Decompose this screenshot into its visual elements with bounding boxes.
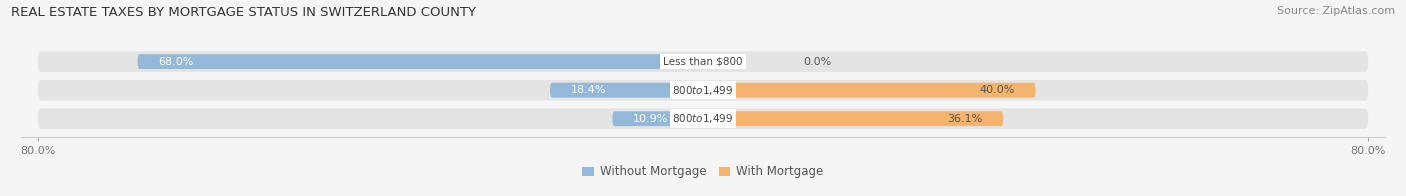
Text: 0.0%: 0.0% [803, 57, 831, 67]
Text: Less than $800: Less than $800 [664, 57, 742, 67]
FancyBboxPatch shape [703, 83, 1036, 98]
Text: 68.0%: 68.0% [159, 57, 194, 67]
Text: Source: ZipAtlas.com: Source: ZipAtlas.com [1277, 6, 1395, 16]
Text: 18.4%: 18.4% [571, 85, 606, 95]
FancyBboxPatch shape [38, 51, 1368, 72]
Legend: Without Mortgage, With Mortgage: Without Mortgage, With Mortgage [578, 161, 828, 183]
Text: 40.0%: 40.0% [980, 85, 1015, 95]
FancyBboxPatch shape [550, 83, 703, 98]
FancyBboxPatch shape [138, 54, 703, 69]
FancyBboxPatch shape [613, 111, 703, 126]
Text: REAL ESTATE TAXES BY MORTGAGE STATUS IN SWITZERLAND COUNTY: REAL ESTATE TAXES BY MORTGAGE STATUS IN … [11, 6, 477, 19]
FancyBboxPatch shape [703, 111, 1004, 126]
FancyBboxPatch shape [38, 108, 1368, 129]
Text: 36.1%: 36.1% [948, 114, 983, 124]
FancyBboxPatch shape [38, 80, 1368, 100]
Text: 10.9%: 10.9% [633, 114, 668, 124]
Text: $800 to $1,499: $800 to $1,499 [672, 112, 734, 125]
Text: $800 to $1,499: $800 to $1,499 [672, 84, 734, 97]
